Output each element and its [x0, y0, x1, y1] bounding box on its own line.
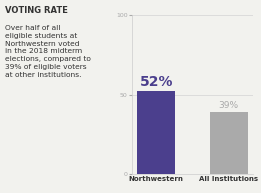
- Text: 39%: 39%: [219, 101, 239, 110]
- Text: VOTING RATE: VOTING RATE: [5, 6, 68, 15]
- Bar: [137, 91, 175, 174]
- Bar: [210, 112, 248, 174]
- Text: 52%: 52%: [139, 75, 173, 89]
- Text: Over half of all
eligible students at
Northwestern voted
in the 2018 midterm
ele: Over half of all eligible students at No…: [5, 25, 91, 78]
